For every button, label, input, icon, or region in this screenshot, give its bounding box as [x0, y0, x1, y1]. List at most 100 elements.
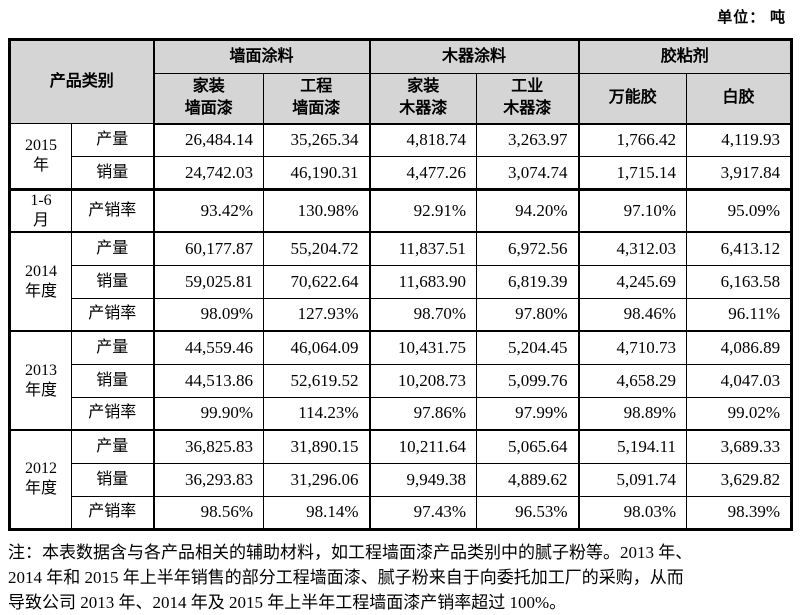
metric-cell: 销量: [70, 363, 155, 398]
value-cell: 1,715.14: [577, 156, 688, 190]
column-group-header: 木器涂料: [368, 39, 580, 74]
value-cell: 36,293.83: [152, 462, 265, 497]
period-cell: 2013 年度: [9, 330, 72, 431]
value-cell: 98.09%: [152, 297, 265, 332]
column-header: 工程 墙面漆: [263, 73, 371, 125]
table-body: 2015 年产量 26,484.14 35,265.34 4,818.74 3,263.…: [9, 123, 793, 530]
table-row: 2013 年度 产量 44,559.46 46,064.09 10,431.75 5,20…: [9, 330, 793, 431]
value-cell: 130.98%: [263, 188, 371, 233]
table-row: 销量 36,293.83 31,296.06 9,949.38 4,889.62 5,09…: [10, 462, 793, 497]
value-cell: 127.93%: [263, 297, 371, 332]
value-cell: 9,949.38: [368, 462, 478, 497]
value-cell: 10,211.64: [368, 429, 478, 464]
value-cell: 4,818.74: [368, 123, 478, 157]
value-cell: 97.10%: [577, 188, 688, 233]
value-cell: 31,890.15: [263, 429, 371, 464]
period-cell: 2012 年度: [9, 429, 72, 530]
table-row: 销量 44,513.86 52,619.52 10,208.73 5,099.76 4,6…: [10, 363, 793, 398]
value-cell: 98.39%: [686, 495, 793, 530]
footnote-line: 2014 年和 2015 年上半年销售的部分工程墙面漆、腻子粉来自于向委托加工厂…: [8, 567, 684, 587]
footnote-line: 注：本表数据含与各产品相关的辅助材料，如工程墙面漆产品类别中的腻子粉等。2013…: [8, 542, 693, 562]
value-cell: 97.86%: [368, 396, 478, 431]
value-cell: 98.89%: [577, 396, 688, 431]
column-header: 白胶: [686, 73, 793, 125]
value-cell: 96.11%: [686, 297, 793, 332]
table-row: 销量 59,025.81 70,622.64 11,683.90 6,819.39 4,2…: [10, 264, 793, 299]
production-sales-table: 产品类别 墙面涂料 木器涂料 胶粘剂 家装 墙面漆 工程 墙面漆 家装 木器漆 工业 木器漆万…: [8, 38, 794, 531]
metric-cell: 产量: [70, 429, 155, 464]
value-cell: 99.90%: [152, 396, 265, 431]
value-cell: 36,825.83: [152, 429, 265, 464]
period-cell: 2015 年: [9, 123, 72, 190]
value-cell: 26,484.14: [152, 123, 265, 157]
value-cell: 5,065.64: [476, 429, 580, 464]
value-cell: 52,619.52: [263, 363, 371, 398]
value-cell: 44,559.46: [152, 330, 265, 365]
value-cell: 1,766.42: [577, 123, 688, 157]
metric-cell: 产量: [70, 123, 155, 157]
value-cell: 6,972.56: [476, 231, 580, 266]
value-cell: 98.70%: [368, 297, 478, 332]
value-cell: 4,710.73: [577, 330, 688, 365]
value-cell: 3,074.74: [476, 156, 580, 190]
metric-cell: 产销率: [70, 297, 155, 332]
value-cell: 3,263.97: [476, 123, 580, 157]
value-cell: 44,513.86: [152, 363, 265, 398]
metric-cell: 产销率: [70, 495, 155, 530]
table-row: 2014 年度 产量 60,177.87 55,204.72 11,837.51 6,97…: [9, 231, 793, 332]
value-cell: 70,622.64: [263, 264, 371, 299]
value-cell: 4,477.26: [368, 156, 478, 190]
metric-cell: 产量: [70, 231, 155, 266]
table-row: 产销率 98.09% 127.93% 98.70% 97.80% 98.46% 96.11%: [10, 297, 793, 332]
value-cell: 31,296.06: [263, 462, 371, 497]
value-cell: 10,208.73: [368, 363, 478, 398]
value-cell: 98.56%: [152, 495, 265, 530]
table-header: 产品类别 墙面涂料 木器涂料 胶粘剂 家装 墙面漆 工程 墙面漆 家装 木器漆 工业 木器漆万…: [8, 39, 793, 125]
value-cell: 3,629.82: [686, 462, 793, 497]
value-cell: 3,689.33: [686, 429, 793, 464]
value-cell: 98.14%: [263, 495, 371, 530]
value-cell: 97.99%: [476, 396, 580, 431]
value-cell: 60,177.87: [152, 231, 265, 266]
column-group-header: 胶粘剂: [577, 39, 793, 74]
unit-label: 单位： 吨: [717, 10, 786, 26]
value-cell: 94.20%: [476, 188, 580, 233]
value-cell: 96.53%: [476, 495, 580, 530]
value-cell: 6,163.58: [686, 264, 793, 299]
column-header: 工业 木器漆: [476, 73, 580, 125]
period-cell: 1-6 月: [9, 188, 72, 233]
value-cell: 6,413.12: [686, 231, 793, 266]
value-cell: 5,091.74: [577, 462, 688, 497]
table-row: 1-6 月产销率 93.42% 130.98% 92.91% 94.20% 97.10% 9…: [9, 188, 793, 233]
value-cell: 95.09%: [686, 188, 793, 233]
metric-cell: 销量: [70, 264, 155, 299]
value-cell: 4,086.89: [686, 330, 793, 365]
value-cell: 46,190.31: [263, 156, 371, 190]
metric-cell: 产销率: [70, 396, 155, 431]
value-cell: 98.46%: [577, 297, 688, 332]
value-cell: 114.23%: [263, 396, 371, 431]
value-cell: 4,658.29: [577, 363, 688, 398]
value-cell: 5,204.45: [476, 330, 580, 365]
value-cell: 11,683.90: [368, 264, 478, 299]
period-cell: 2014 年度: [9, 231, 72, 332]
value-cell: 5,194.11: [577, 429, 688, 464]
table-row: 产销率 98.56% 98.14% 97.43% 96.53% 98.03% 98.39%: [10, 495, 793, 530]
value-cell: 4,889.62: [476, 462, 580, 497]
value-cell: 35,265.34: [263, 123, 371, 157]
value-cell: 4,047.03: [686, 363, 793, 398]
value-cell: 4,119.93: [686, 123, 793, 157]
value-cell: 59,025.81: [152, 264, 265, 299]
header-product-category: 产品类别: [8, 39, 155, 124]
value-cell: 6,819.39: [476, 264, 580, 299]
value-cell: 97.80%: [476, 297, 580, 332]
column-header: 家装 墙面漆: [152, 73, 265, 125]
value-cell: 99.02%: [686, 396, 793, 431]
value-cell: 10,431.75: [368, 330, 478, 365]
value-cell: 97.43%: [368, 495, 478, 530]
footnote-line: 导致公司 2013 年、2014 年及 2015 年上半年工程墙面漆产销率超过 …: [8, 592, 567, 612]
table-row: 2015 年产量 26,484.14 35,265.34 4,818.74 3,263.…: [9, 123, 793, 190]
value-cell: 24,742.03: [152, 156, 265, 190]
column-group-header: 墙面涂料: [152, 39, 371, 74]
value-cell: 11,837.51: [368, 231, 478, 266]
